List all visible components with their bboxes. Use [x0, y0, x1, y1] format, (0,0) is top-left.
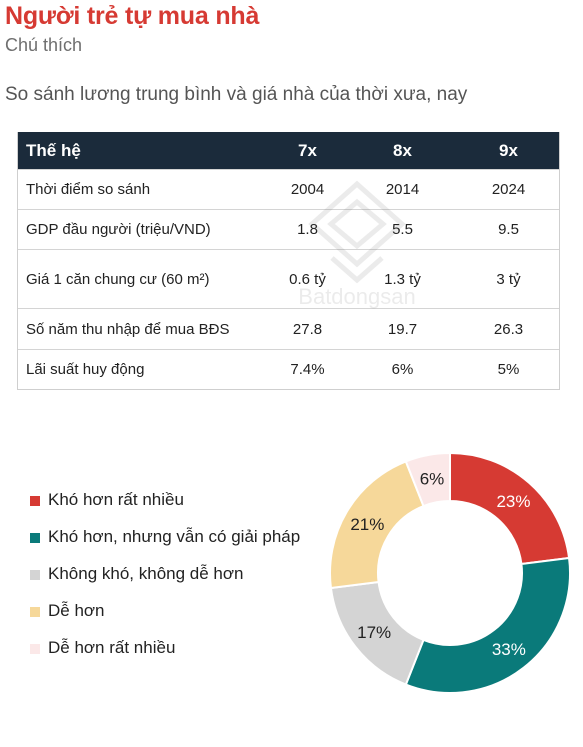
- cell-7x: 2004: [268, 169, 347, 210]
- header-7x: 7x: [268, 132, 347, 170]
- cell-9x: 5%: [458, 349, 559, 389]
- cell-8x: 2014: [347, 169, 458, 210]
- legend-swatch: [30, 644, 40, 654]
- table-row: GDP đầu người (triệu/VND) 1.8 5.5 9.5: [18, 209, 559, 250]
- table-header-row: Thế hệ 7x 8x 9x: [18, 132, 559, 170]
- table-row: Thời điểm so sánh 2004 2014 2024: [18, 169, 559, 210]
- row-label: Giá 1 căn chung cư (60 m²): [18, 249, 268, 309]
- table-row: Giá 1 căn chung cư (60 m²) 0.6 tỷ 1.3 tỷ…: [18, 249, 559, 309]
- header-9x: 9x: [458, 132, 559, 170]
- page-title: Người trẻ tự mua nhà: [5, 2, 260, 30]
- donut-chart: 23% 33% 17% 21% 6%: [329, 451, 571, 694]
- table-heading: So sánh lương trung bình và giá nhà của …: [5, 84, 468, 105]
- legend-swatch: [30, 570, 40, 580]
- table-body: Thời điểm so sánh 2004 2014 2024 GDP đầu…: [18, 169, 559, 389]
- table-row: Lãi suất huy động 7.4% 6% 5%: [18, 349, 559, 389]
- header-generation: Thế hệ: [18, 132, 268, 170]
- legend-label: Dễ hơn rất nhiều: [48, 638, 176, 657]
- slice-label: 6%: [420, 470, 445, 489]
- table-row: Số năm thu nhập để mua BĐS 27.8 19.7 26.…: [18, 308, 559, 350]
- slice-label: 21%: [350, 515, 384, 534]
- legend-label: Khó hơn, nhưng vẫn có giải pháp: [48, 527, 301, 546]
- row-label: Thời điểm so sánh: [18, 169, 268, 210]
- cell-7x: 27.8: [268, 308, 347, 350]
- cell-8x: 5.5: [347, 209, 458, 250]
- cell-9x: 2024: [458, 169, 559, 210]
- legend-label: Không khó, không dễ hơn: [48, 564, 244, 583]
- slice-label: 17%: [357, 623, 391, 642]
- cell-8x: 1.3 tỷ: [347, 249, 458, 309]
- row-label: Số năm thu nhập để mua BĐS: [18, 308, 268, 350]
- legend-swatch: [30, 533, 40, 543]
- cell-7x: 7.4%: [268, 349, 347, 389]
- row-label: GDP đầu người (triệu/VND): [18, 209, 268, 250]
- cell-8x: 19.7: [347, 308, 458, 350]
- table-header: Thế hệ 7x 8x 9x: [18, 132, 559, 170]
- cell-7x: 0.6 tỷ: [268, 249, 347, 309]
- legend-swatch: [30, 607, 40, 617]
- donut-slices: [329, 451, 571, 694]
- legend-swatch: [30, 496, 40, 506]
- slice-label: 23%: [496, 492, 530, 511]
- legend-label: Khó hơn rất nhiều: [48, 490, 184, 509]
- cell-7x: 1.8: [268, 209, 347, 250]
- page-subtitle: Chú thích: [5, 35, 83, 55]
- cell-9x: 3 tỷ: [458, 249, 559, 309]
- slice-label: 33%: [492, 640, 526, 659]
- legend-label: Dễ hơn: [48, 601, 105, 620]
- donut-slice: [404, 451, 451, 508]
- comparison-table: Thế hệ 7x 8x 9x Thời điểm so sánh 2004 2…: [18, 132, 559, 389]
- donut-slice: [404, 556, 571, 694]
- comparison-table-container: Thế hệ 7x 8x 9x Thời điểm so sánh 2004 2…: [17, 132, 560, 390]
- row-label: Lãi suất huy động: [18, 349, 268, 389]
- cell-9x: 9.5: [458, 209, 559, 250]
- header-8x: 8x: [347, 132, 458, 170]
- cell-9x: 26.3: [458, 308, 559, 350]
- cell-8x: 6%: [347, 349, 458, 389]
- donut-labels: 23% 33% 17% 21% 6%: [350, 470, 530, 659]
